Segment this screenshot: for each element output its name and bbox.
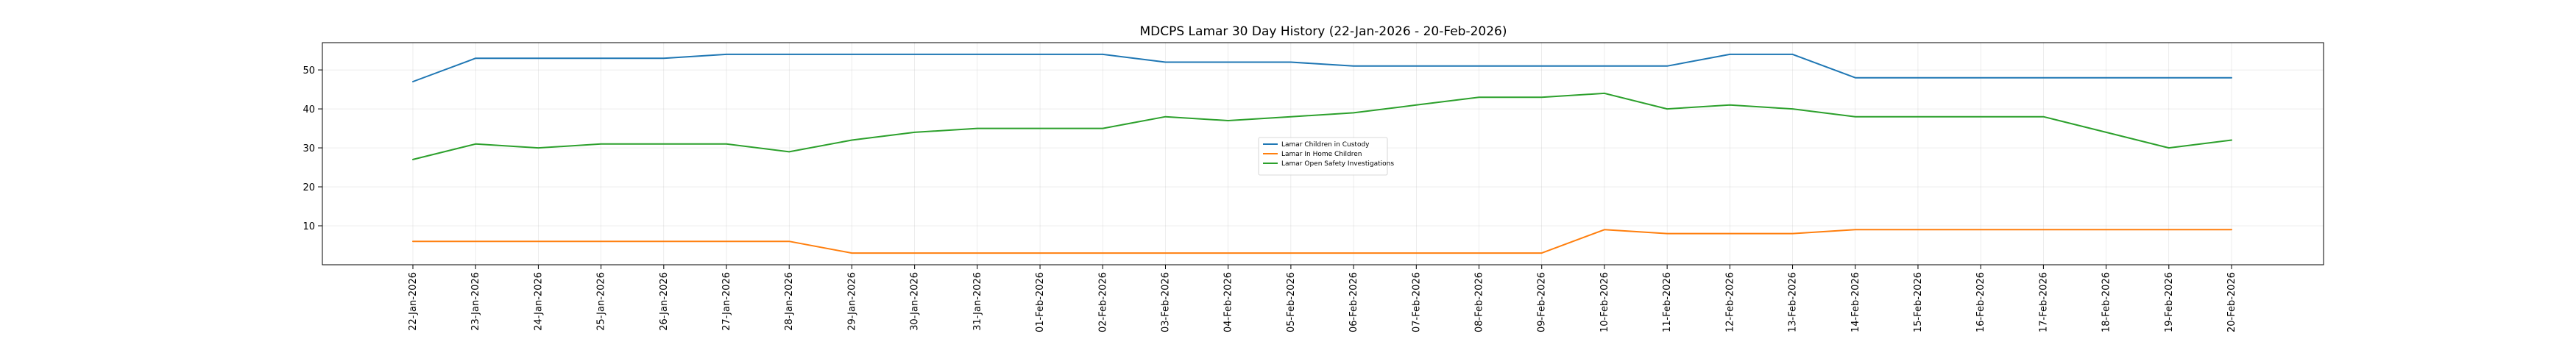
x-tick-label: 04-Feb-2026: [1223, 272, 1234, 332]
x-tick-label: 24-Jan-2026: [533, 272, 544, 331]
x-tick-label: 15-Feb-2026: [1913, 272, 1924, 332]
x-tick-label: 31-Jan-2026: [972, 272, 983, 331]
x-tick-label: 22-Jan-2026: [408, 272, 419, 331]
x-tick-label: 25-Jan-2026: [596, 272, 607, 331]
x-tick-label: 28-Jan-2026: [784, 272, 795, 331]
x-tick-label: 11-Feb-2026: [1662, 272, 1673, 332]
x-tick-label: 19-Feb-2026: [2164, 272, 2175, 332]
x-tick-label: 16-Feb-2026: [1975, 272, 1986, 332]
ticks-layer: 22-Jan-2026 23-Jan-2026 24-Jan-2026 25-Jan-…: [302, 65, 2237, 332]
x-tick-label: 26-Jan-2026: [659, 272, 670, 331]
x-tick-label: 07-Feb-2026: [1411, 272, 1422, 332]
legend-box: [1258, 137, 1388, 176]
x-tick-label: 05-Feb-2026: [1286, 272, 1297, 332]
x-tick-label: 17-Feb-2026: [2038, 272, 2049, 332]
series-line-lamar-children-in-custody: [412, 53, 2232, 82]
x-tick-label: 27-Jan-2026: [721, 272, 732, 331]
x-tick-label: 29-Jan-2026: [846, 272, 857, 331]
x-tick-label: 13-Feb-2026: [1788, 272, 1799, 332]
axes-frame: [322, 42, 2324, 265]
legend-label: Lamar Open Safety Investigations: [1281, 160, 1394, 168]
x-tick-label: 14-Feb-2026: [1850, 272, 1861, 332]
series-line-lamar-open-safety-investigations: [412, 92, 2232, 160]
x-tick-label: 08-Feb-2026: [1474, 272, 1485, 332]
y-tick-label: 40: [302, 104, 315, 115]
x-tick-label: 09-Feb-2026: [1537, 272, 1548, 332]
y-tick-label: 50: [302, 65, 315, 76]
legend-label: Lamar Children in Custody: [1281, 141, 1370, 149]
x-tick-label: 23-Jan-2026: [470, 272, 481, 331]
legend-label: Lamar In Home Children: [1281, 151, 1362, 158]
chart-title: MDCPS Lamar 30 Day History (22-Jan-2026 …: [1139, 24, 1507, 39]
x-tick-label: 18-Feb-2026: [2101, 272, 2112, 332]
x-tick-label: 20-Feb-2026: [2226, 272, 2237, 332]
x-tick-label: 02-Feb-2026: [1097, 272, 1108, 332]
legend: Lamar Children in Custody Lamar In Home C…: [1258, 137, 1394, 176]
x-tick-label: 10-Feb-2026: [1599, 272, 1610, 332]
series-line-lamar-in-home-children: [412, 229, 2232, 254]
x-tick-label: 03-Feb-2026: [1160, 272, 1171, 332]
x-tick-label: 30-Jan-2026: [910, 272, 921, 331]
series-layer: [412, 53, 2232, 254]
x-tick-label: 06-Feb-2026: [1348, 272, 1359, 332]
x-tick-label: 12-Feb-2026: [1724, 272, 1735, 332]
y-tick-label: 20: [302, 182, 315, 193]
y-tick-label: 30: [302, 143, 315, 154]
y-tick-label: 10: [302, 221, 315, 232]
x-tick-label: 01-Feb-2026: [1035, 272, 1046, 332]
